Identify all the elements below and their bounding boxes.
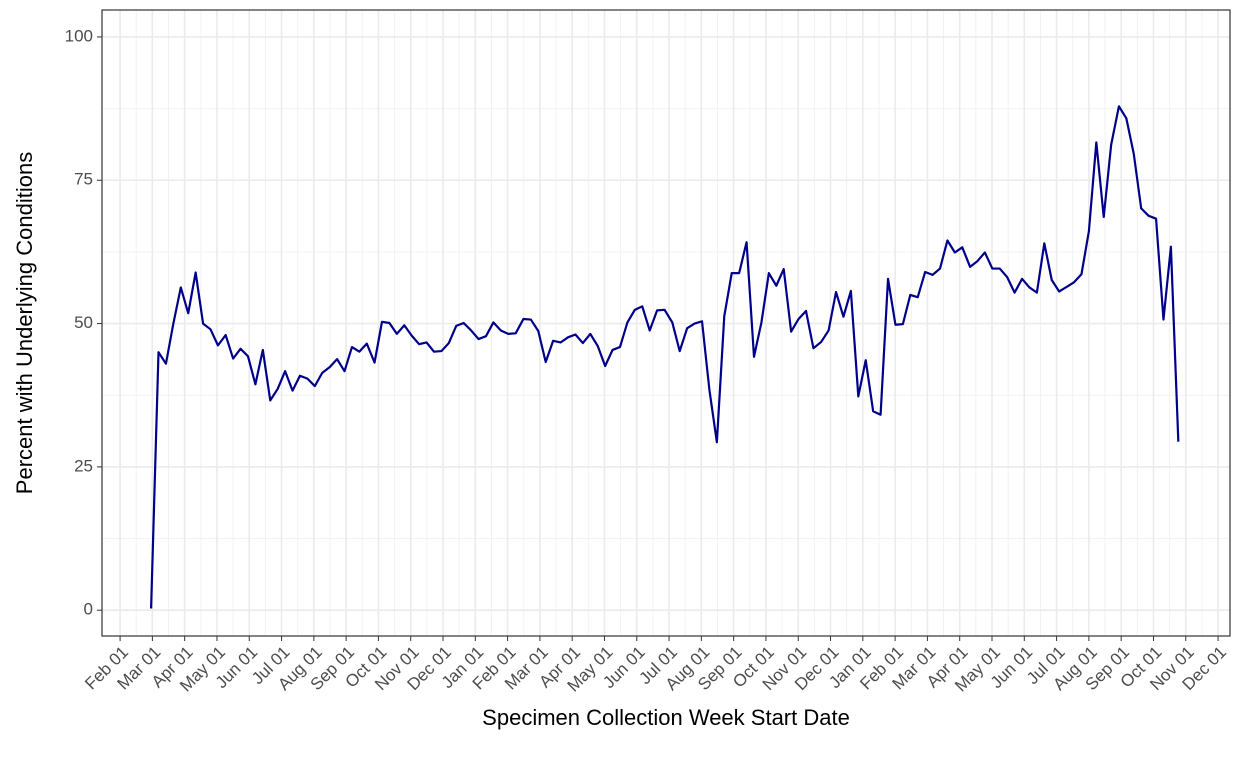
grid xyxy=(102,10,1230,636)
y-tick-label: 100 xyxy=(65,26,93,45)
y-tick-label: 25 xyxy=(74,456,93,475)
x-axis-title: Specimen Collection Week Start Date xyxy=(482,705,850,730)
panel-border xyxy=(101,9,1231,637)
y-tick-label: 75 xyxy=(74,170,93,189)
y-axis-title: Percent with Underlying Conditions xyxy=(12,152,37,494)
data-line xyxy=(149,105,1180,609)
y-tick-label: 50 xyxy=(74,313,93,332)
y-tick-label: 0 xyxy=(84,600,93,619)
